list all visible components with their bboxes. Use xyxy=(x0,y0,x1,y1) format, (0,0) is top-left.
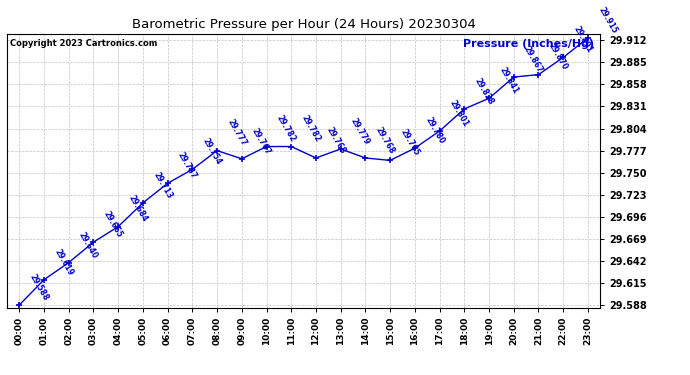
Text: 29.915: 29.915 xyxy=(596,6,618,35)
Text: 29.640: 29.640 xyxy=(77,230,99,260)
Text: Pressure (Inches/Hg): Pressure (Inches/Hg) xyxy=(463,39,594,49)
Text: 29.713: 29.713 xyxy=(151,170,174,200)
Text: 29.780: 29.780 xyxy=(423,116,446,146)
Text: 29.665: 29.665 xyxy=(101,210,124,239)
Text: 29.768: 29.768 xyxy=(374,125,396,155)
Text: 29.891: 29.891 xyxy=(571,25,594,55)
Text: 29.779: 29.779 xyxy=(349,116,371,146)
Text: 29.765: 29.765 xyxy=(398,128,421,158)
Text: 29.801: 29.801 xyxy=(448,98,471,128)
Text: 29.619: 29.619 xyxy=(52,247,75,277)
Text: 29.737: 29.737 xyxy=(176,151,199,180)
Text: 29.828: 29.828 xyxy=(473,76,495,106)
Title: Barometric Pressure per Hour (24 Hours) 20230304: Barometric Pressure per Hour (24 Hours) … xyxy=(132,18,475,31)
Text: 29.867: 29.867 xyxy=(522,44,544,74)
Text: 29.870: 29.870 xyxy=(546,42,569,72)
Text: 29.767: 29.767 xyxy=(250,126,273,156)
Text: 29.777: 29.777 xyxy=(226,118,248,148)
Text: 29.768: 29.768 xyxy=(324,125,347,155)
Text: Copyright 2023 Cartronics.com: Copyright 2023 Cartronics.com xyxy=(10,39,157,48)
Text: 29.684: 29.684 xyxy=(126,194,149,224)
Text: 29.782: 29.782 xyxy=(299,114,322,144)
Text: 29.754: 29.754 xyxy=(201,137,223,166)
Text: 29.782: 29.782 xyxy=(275,114,297,144)
Text: 29.588: 29.588 xyxy=(28,273,50,302)
Text: 29.841: 29.841 xyxy=(497,66,520,96)
